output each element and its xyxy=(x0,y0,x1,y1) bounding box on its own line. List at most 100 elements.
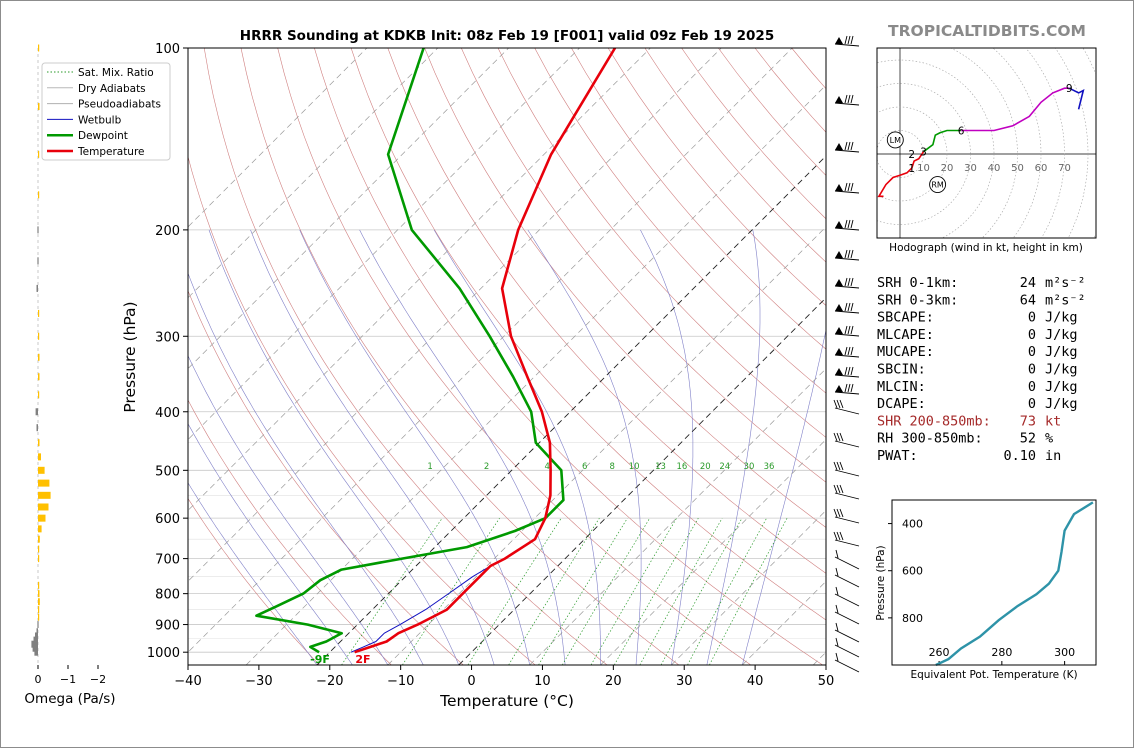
index-unit: J/kg xyxy=(1045,310,1078,326)
isotherm-line xyxy=(316,155,826,665)
omega-bar xyxy=(38,191,40,199)
isotherm-line xyxy=(188,48,793,653)
mixing-ratio-label: 13 xyxy=(655,462,666,472)
dry-adiabat xyxy=(607,48,826,306)
y-tick-label: 1000 xyxy=(147,646,180,661)
omega-bar xyxy=(38,598,40,606)
wind-barb xyxy=(833,461,860,477)
mixing-ratio-label: 1 xyxy=(427,462,432,472)
wind-barb xyxy=(834,567,860,588)
hodograph-ring-label: 30 xyxy=(964,163,977,174)
wind-barb xyxy=(834,249,860,261)
index-value: 64 xyxy=(1020,292,1036,308)
hodograph-ring xyxy=(1054,48,1089,238)
x-tick-label: −30 xyxy=(245,674,272,689)
wind-barb xyxy=(834,622,860,643)
hodograph-ring xyxy=(877,59,995,238)
moist-adiabat xyxy=(640,229,694,665)
omega-bar xyxy=(38,103,40,111)
hodograph-segment xyxy=(1068,87,1085,110)
hodograph-height-label: 9 xyxy=(1066,83,1073,95)
omega-bar xyxy=(38,439,40,447)
omega-bar xyxy=(38,353,40,361)
moist-adiabat xyxy=(433,229,601,665)
hodograph-ring xyxy=(1025,48,1065,238)
wind-barb xyxy=(833,484,860,500)
omega-bar xyxy=(36,424,38,432)
skewt-x-ticks: −40 −30 −20 −10 0 10 20 30 40 50 xyxy=(174,665,834,689)
wind-barb xyxy=(833,508,860,524)
mixing-ratio-label: 16 xyxy=(676,462,687,472)
omega-tick-label: −1 xyxy=(60,673,76,686)
x-tick-label: −40 xyxy=(174,674,201,689)
mixing-ratio-line xyxy=(341,517,443,665)
temperature-trace xyxy=(354,48,617,654)
y-tick-label: 800 xyxy=(155,588,180,603)
moist-adiabat xyxy=(188,482,318,665)
index-unit: m²s⁻² xyxy=(1045,275,1086,291)
isotherm-line xyxy=(529,368,826,665)
surface-labels: -9F 2F xyxy=(310,653,370,666)
hodograph-ring xyxy=(877,106,948,202)
wind-barb xyxy=(834,383,860,395)
legend-label: Dry Adiabats xyxy=(78,83,146,95)
mixing-ratio-line xyxy=(508,518,600,665)
index-label: SRH 0-3km: xyxy=(877,292,958,308)
omega-bar xyxy=(38,613,40,621)
skewt-plot-frame xyxy=(187,47,827,666)
mixing-ratio-label: 24 xyxy=(719,462,730,472)
moist-adiabat xyxy=(299,229,530,665)
mixing-ratio-label: 4 xyxy=(544,462,549,472)
dewpoint-trace xyxy=(255,48,565,654)
dry-adiabat xyxy=(461,48,826,483)
wind-barb xyxy=(834,586,860,607)
omega-bar xyxy=(38,466,45,474)
omega-tick-label: 0 xyxy=(35,673,42,686)
omega-bar xyxy=(38,503,49,511)
wind-barb xyxy=(834,219,860,231)
y-tick-label: 300 xyxy=(155,330,180,345)
storm-motion-label: RM xyxy=(931,181,944,190)
moist-adiabat xyxy=(742,328,826,665)
hodograph-ring xyxy=(992,48,1042,238)
wind-barb xyxy=(833,432,860,448)
dry-adiabat xyxy=(350,48,826,621)
omega-bar xyxy=(38,535,40,543)
hodograph-frame xyxy=(876,47,1097,239)
isotherm-line xyxy=(188,48,722,582)
dry-adiabat xyxy=(497,48,826,438)
omega-bar xyxy=(37,257,39,265)
dry-adiabat xyxy=(203,48,608,665)
isotherm-line xyxy=(600,439,826,665)
index-label: SHR 200-850mb: xyxy=(877,413,991,429)
mixing-ratio-line xyxy=(639,518,723,665)
x-tick-label: −10 xyxy=(387,674,414,689)
omega-bar xyxy=(33,636,38,644)
index-label: MLCAPE: xyxy=(877,327,934,343)
isotherm-line xyxy=(387,226,826,665)
wind-barb xyxy=(834,182,860,194)
omega-bar xyxy=(38,555,40,563)
storm-motion-marker xyxy=(886,131,904,149)
index-label: MLCIN: xyxy=(877,379,926,395)
mixing-ratio-label: 8 xyxy=(610,462,615,472)
index-unit: J/kg xyxy=(1045,379,1078,395)
index-value: 24 xyxy=(1020,275,1036,291)
moist-adiabat xyxy=(188,355,389,665)
wind-barbs xyxy=(833,35,860,673)
wind-barb xyxy=(834,35,860,47)
y-tick-label: 600 xyxy=(155,512,180,527)
index-unit: J/kg xyxy=(1045,362,1078,378)
hodograph-segment xyxy=(961,87,1070,132)
dry-adiabat xyxy=(387,48,826,574)
x-tick-label: 50 xyxy=(818,674,835,689)
hodograph-segment xyxy=(923,129,962,153)
x-tick-label: 30 xyxy=(676,674,693,689)
omega-bar xyxy=(38,309,40,317)
hodograph-segment xyxy=(911,151,925,169)
wind-barb xyxy=(834,94,860,106)
index-value: 73 xyxy=(1020,413,1036,429)
skewt-traces xyxy=(255,48,617,654)
hodograph-ring-label: 20 xyxy=(941,163,954,174)
